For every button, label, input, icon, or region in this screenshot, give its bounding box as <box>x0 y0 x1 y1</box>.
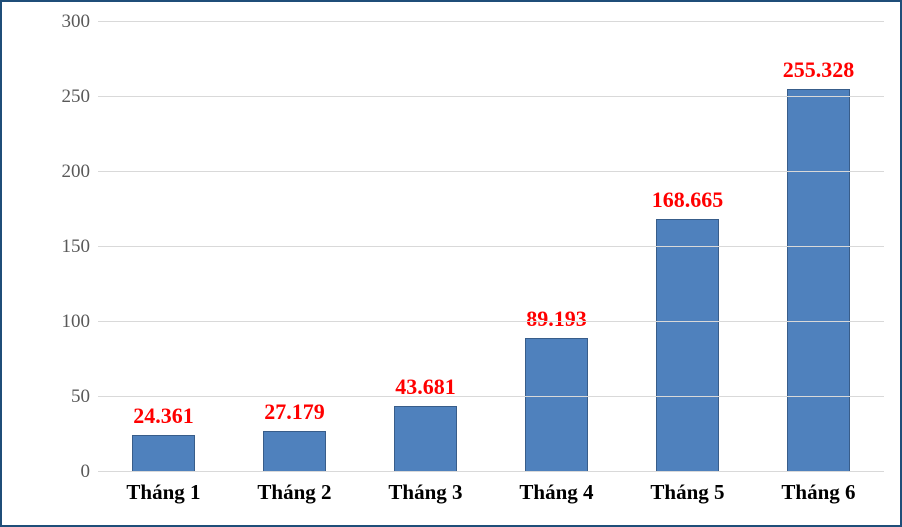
y-axis-tick-label: 250 <box>62 86 99 108</box>
y-axis-tick-label: 150 <box>62 236 99 258</box>
bar-slot: 255.328Tháng 6 <box>753 22 884 472</box>
bar <box>656 219 719 472</box>
plot-area: 24.361Tháng 127.179Tháng 243.681Tháng 38… <box>98 22 884 472</box>
bar <box>263 431 326 472</box>
bar-value-label: 27.179 <box>264 399 325 425</box>
y-axis-tick-label: 0 <box>81 461 99 483</box>
bar-slot: 168.665Tháng 5 <box>622 22 753 472</box>
x-axis-tick-label: Tháng 3 <box>388 480 462 505</box>
x-axis-tick-label: Tháng 5 <box>650 480 724 505</box>
bars-layer: 24.361Tháng 127.179Tháng 243.681Tháng 38… <box>98 22 884 472</box>
bar-value-label: 24.361 <box>133 403 194 429</box>
y-axis-tick-label: 50 <box>71 386 98 408</box>
gridline <box>98 321 884 322</box>
bar-slot: 89.193Tháng 4 <box>491 22 622 472</box>
gridline <box>98 171 884 172</box>
gridline <box>98 21 884 22</box>
bar-slot: 24.361Tháng 1 <box>98 22 229 472</box>
bar-value-label: 89.193 <box>526 306 587 332</box>
y-axis-tick-label: 100 <box>62 311 99 333</box>
gridline <box>98 396 884 397</box>
bar <box>525 338 588 472</box>
gridline <box>98 246 884 247</box>
chart-container: 24.361Tháng 127.179Tháng 243.681Tháng 38… <box>0 0 902 527</box>
bar-slot: 27.179Tháng 2 <box>229 22 360 472</box>
x-axis-tick-label: Tháng 6 <box>781 480 855 505</box>
bar <box>132 435 195 472</box>
bar-slot: 43.681Tháng 3 <box>360 22 491 472</box>
gridline <box>98 96 884 97</box>
bar-value-label: 255.328 <box>783 57 855 83</box>
x-axis-tick-label: Tháng 4 <box>519 480 593 505</box>
y-axis-tick-label: 300 <box>62 11 99 33</box>
bar-value-label: 168.665 <box>652 187 724 213</box>
y-axis-tick-label: 200 <box>62 161 99 183</box>
bar <box>394 406 457 472</box>
x-axis-tick-label: Tháng 2 <box>257 480 331 505</box>
x-axis-tick-label: Tháng 1 <box>126 480 200 505</box>
gridline <box>98 471 884 472</box>
bar <box>787 89 850 472</box>
